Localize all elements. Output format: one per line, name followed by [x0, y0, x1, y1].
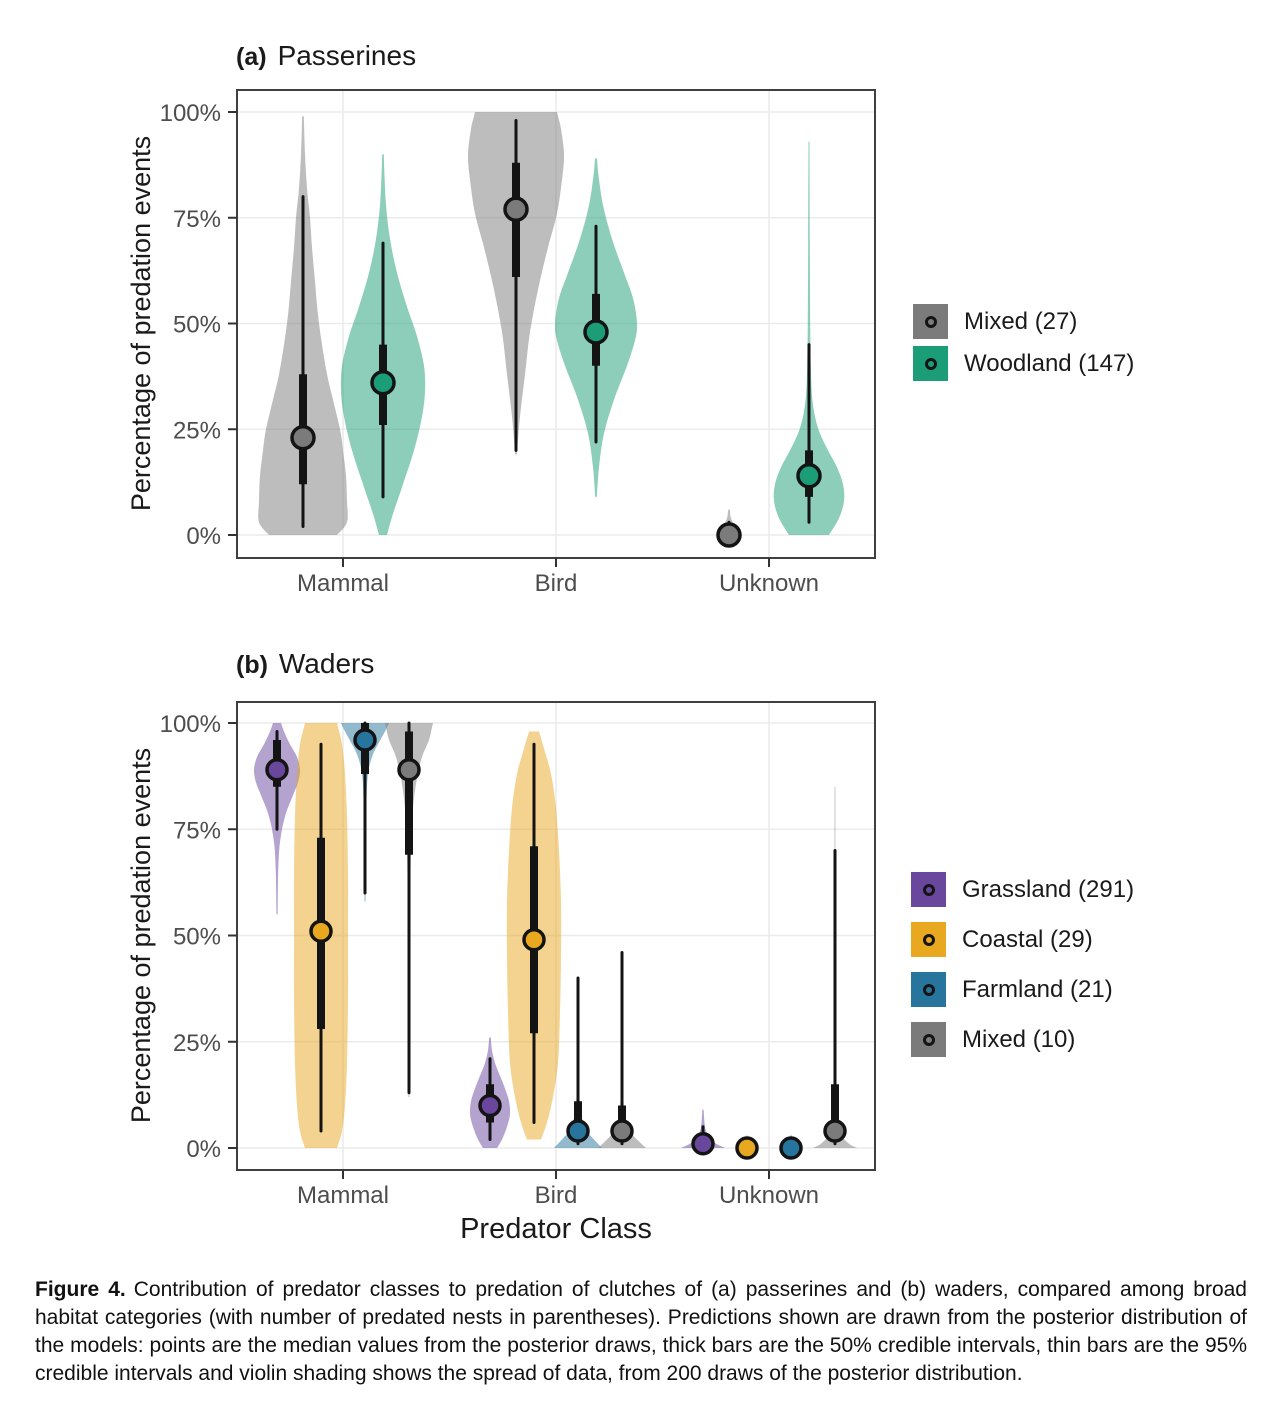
panel-b-title-text: Waders: [278, 648, 375, 679]
y-tick-label: 50%: [173, 924, 221, 951]
legend-label: Farmland (21): [962, 975, 1113, 1003]
x-tick-label-unknown: Unknown: [719, 1182, 819, 1209]
panel-a-tag: (a): [236, 43, 267, 71]
x-axis-title: Predator Class: [460, 1213, 652, 1245]
x-tick-label-bird: Bird: [535, 570, 578, 597]
legend-label: Woodland (147): [964, 349, 1135, 377]
legend-item: Farmland (21): [911, 972, 1134, 1007]
median-point-a-mammal-0: [290, 424, 316, 451]
median-point-b-mammal-0: [265, 758, 289, 782]
panel-a-chart: 0% 25% 50% 75% 100% Mammal Bird Unknown Percenta…: [126, 89, 876, 597]
median-point-b-unknown-3: [823, 1119, 847, 1143]
median-point-a-unknown-0: [716, 522, 742, 548]
median-point-a-bird-0: [503, 196, 529, 223]
y-tick-label: 75%: [173, 817, 221, 844]
legend-label: Grassland (291): [962, 875, 1135, 903]
panel-a-title-text: Passerines: [277, 40, 417, 71]
legend-item: Mixed (27): [913, 304, 1134, 339]
median-point-b-unknown-2: [779, 1136, 803, 1160]
legend-point-icon: [922, 933, 935, 946]
legend-point-icon: [922, 983, 935, 996]
legend-item: Woodland (147): [913, 346, 1134, 381]
x-tick-label-mammal: Mammal: [297, 570, 389, 597]
legend-swatch: [911, 1022, 946, 1057]
legend-swatch: [911, 872, 946, 907]
figure-caption: Figure 4. Contribution of predator classe…: [35, 1276, 1247, 1388]
legend-point-icon: [924, 357, 937, 370]
median-point-b-mammal-1: [309, 919, 333, 943]
legend-swatch: [911, 922, 946, 957]
median-point-b-unknown-0: [691, 1132, 715, 1156]
legend-item: Coastal (29): [911, 922, 1134, 957]
legend-swatch: [913, 304, 948, 339]
panel-b-title: (b) Waders: [236, 648, 374, 680]
legend-item: Grassland (291): [911, 872, 1134, 907]
violin-a-unknown-1: [773, 141, 845, 535]
panel-b-chart: 0% 25% 50% 75% 100% Mammal Bird Unknown Percenta…: [126, 701, 876, 1245]
y-tick-label: 100%: [160, 100, 221, 127]
legend-label: Mixed (10): [962, 1025, 1076, 1053]
y-axis-title: Percentage of predation events: [126, 748, 156, 1123]
x-tick-label-unknown: Unknown: [719, 570, 819, 597]
legend-panel-a: Mixed (27) Woodland (147): [913, 304, 1134, 388]
median-point-b-bird-0: [478, 1093, 502, 1118]
y-tick-label: 75%: [173, 206, 221, 233]
y-tick-label: 0%: [186, 523, 221, 550]
caption-text: Contribution of predator classes to pred…: [35, 1278, 1247, 1385]
caption-label: Figure 4.: [35, 1278, 126, 1301]
y-tick-label: 25%: [173, 417, 221, 444]
median-point-a-mammal-1: [370, 369, 396, 396]
panel-b-tag: (b): [236, 651, 268, 679]
median-point-b-bird-1: [522, 928, 546, 952]
x-tick-label-mammal: Mammal: [297, 1182, 389, 1209]
y-axis-title: Percentage of predation events: [126, 136, 156, 511]
legend-point-icon: [922, 883, 935, 896]
median-point-b-bird-3: [610, 1119, 634, 1143]
legend-point-icon: [924, 315, 937, 328]
legend-label: Coastal (29): [962, 925, 1093, 953]
y-tick-label: 0%: [186, 1136, 221, 1163]
median-point-b-bird-2: [566, 1119, 590, 1143]
panel-a-title: (a) Passerines: [236, 40, 416, 72]
legend-swatch: [911, 972, 946, 1007]
legend-item: Mixed (10): [911, 1022, 1134, 1057]
y-tick-label: 100%: [160, 711, 221, 738]
median-point-b-unknown-1: [735, 1136, 759, 1160]
legend-label: Mixed (27): [964, 307, 1078, 335]
y-tick-label: 50%: [173, 312, 221, 339]
y-tick-label: 25%: [173, 1030, 221, 1057]
median-point-a-unknown-1: [796, 463, 822, 489]
legend-swatch: [913, 346, 948, 381]
median-point-a-bird-1: [583, 319, 609, 345]
median-point-b-mammal-2: [353, 728, 377, 752]
x-tick-label-bird: Bird: [535, 1182, 578, 1209]
legend-point-icon: [922, 1033, 935, 1046]
legend-panel-b: Grassland (291) Coastal (29) Farmland (21)…: [911, 872, 1134, 1072]
median-point-b-mammal-3: [397, 758, 421, 782]
